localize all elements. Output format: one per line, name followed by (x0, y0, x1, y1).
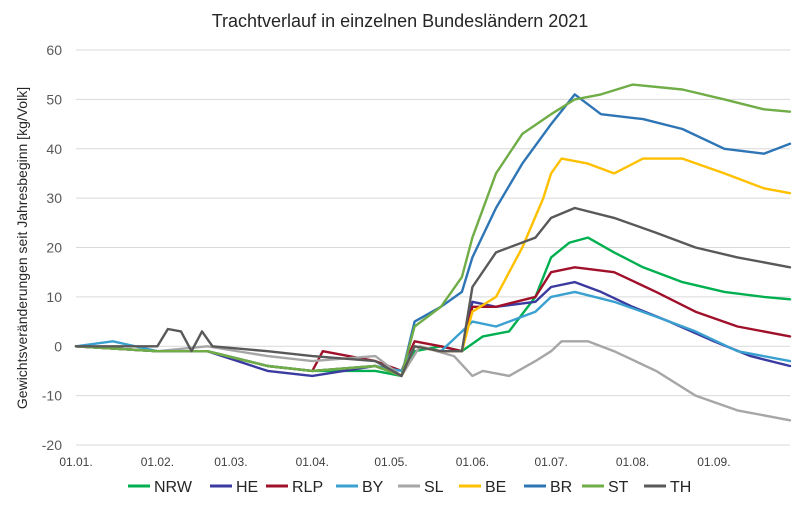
legend-label: RLP (292, 479, 323, 496)
y-tick-label: 40 (46, 141, 62, 157)
series-line-sl (74, 340, 792, 422)
series-line-st (74, 83, 792, 378)
x-tick-label: 01.06. (456, 455, 489, 469)
legend: NRW HE RLP BY SL BE BR ST TH (128, 479, 691, 496)
x-tick-label: 01.02. (141, 455, 174, 469)
legend-label: TH (670, 479, 691, 496)
y-axis-label: Gewichtsveränderungen seit Jahresbeginn … (14, 87, 30, 409)
y-tick-label: 0 (54, 338, 62, 354)
x-tick-label: 01.05. (374, 455, 407, 469)
series-line-he (74, 280, 792, 378)
legend-label: SL (424, 479, 444, 496)
x-tick-label: 01.09. (697, 455, 730, 469)
series-line-nrw (74, 236, 792, 378)
x-tick-label: 01.03. (214, 455, 247, 469)
y-tick-label: 10 (46, 289, 62, 305)
y-tick-labels: -20 -10 0 10 20 30 40 50 60 (42, 42, 62, 453)
series-line-th (74, 206, 792, 378)
x-tick-label: 01.08. (616, 455, 649, 469)
y-tick-label: -20 (42, 437, 62, 453)
legend-label: BE (485, 479, 506, 496)
legend-label: BY (362, 479, 384, 496)
series-lines (74, 83, 792, 422)
legend-label: ST (608, 479, 629, 496)
series-line-be (74, 157, 792, 378)
y-tick-label: 50 (46, 91, 62, 107)
gridlines (76, 49, 790, 446)
y-tick-label: 30 (46, 190, 62, 206)
x-tick-labels: 01.01. 01.02. 01.03. 01.04. 01.05. 01.06. 01.0… (59, 455, 730, 469)
y-tick-label: 60 (46, 42, 62, 58)
y-tick-label: -10 (42, 388, 62, 404)
x-tick-label: 01.07. (534, 455, 567, 469)
chart-title: Trachtverlauf in einzelnen Bundesländern… (212, 11, 589, 31)
legend-label: BR (550, 479, 572, 496)
series-line-by (74, 290, 792, 373)
legend-label: NRW (154, 479, 193, 496)
y-tick-label: 20 (46, 240, 62, 256)
x-tick-label: 01.01. (59, 455, 92, 469)
legend-label: HE (236, 479, 258, 496)
x-tick-label: 01.04. (296, 455, 329, 469)
